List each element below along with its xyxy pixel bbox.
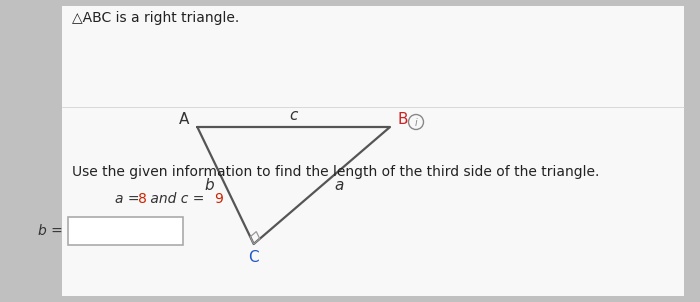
Text: b =: b =: [38, 224, 63, 238]
Text: △ABC is a right triangle.: △ABC is a right triangle.: [72, 11, 239, 25]
Text: and c =: and c =: [146, 192, 209, 206]
Text: Use the given information to find the length of the third side of the triangle.: Use the given information to find the le…: [72, 165, 599, 179]
Bar: [62, 6, 684, 296]
Text: 9: 9: [214, 192, 223, 206]
Text: a =: a =: [115, 192, 144, 206]
Text: C: C: [248, 249, 259, 265]
Text: B: B: [398, 113, 408, 127]
Text: 8: 8: [138, 192, 147, 206]
Text: i: i: [414, 117, 417, 127]
Text: A: A: [179, 113, 190, 127]
Text: c: c: [290, 108, 298, 123]
FancyBboxPatch shape: [68, 217, 183, 245]
Text: a: a: [334, 178, 344, 193]
Text: b: b: [204, 178, 214, 193]
